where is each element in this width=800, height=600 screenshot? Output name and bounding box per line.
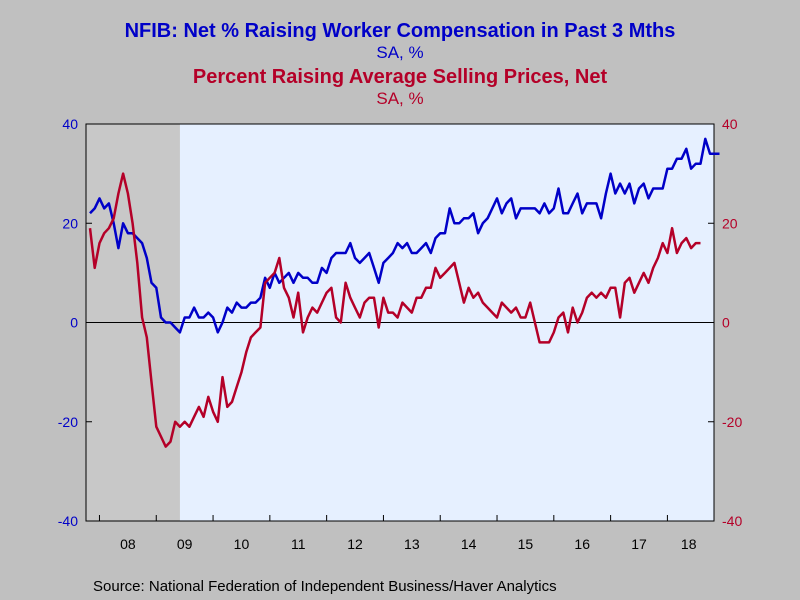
right-tick-label: 40 [722, 116, 738, 132]
x-tick-label: 14 [461, 536, 477, 552]
x-tick-label: 08 [120, 536, 136, 552]
left-tick-label: 20 [62, 215, 78, 231]
x-tick-label: 13 [404, 536, 420, 552]
right-tick-label: -40 [722, 513, 742, 529]
x-tick-label: 15 [518, 536, 534, 552]
series-prices-line [88, 172, 701, 448]
source-note: Source: National Federation of Independe… [93, 578, 557, 595]
x-tick-label: 17 [631, 536, 647, 552]
left-tick-label: -20 [58, 414, 78, 430]
chart-title-1: NFIB: Net % Raising Worker Compensation … [124, 20, 676, 42]
x-tick-label: 11 [291, 536, 306, 552]
series-compensation-line [89, 137, 720, 334]
x-tick-label: 10 [234, 536, 250, 552]
left-tick-label: -40 [58, 513, 78, 529]
right-tick-label: -20 [722, 414, 742, 430]
x-tick-label: 09 [177, 536, 193, 552]
left-tick-label: 40 [62, 116, 78, 132]
x-tick-label: 18 [681, 536, 697, 552]
chart-subtitle-1: SA, % [376, 43, 424, 62]
chart-subtitle-2: SA, % [376, 89, 424, 108]
left-tick-label: 0 [70, 315, 78, 331]
right-tick-label: 20 [722, 215, 738, 231]
x-tick-label: 12 [347, 536, 363, 552]
x-tick-label: 16 [574, 536, 590, 552]
chart-title-2: Percent Raising Average Selling Prices, … [192, 66, 608, 88]
right-tick-label: 0 [722, 315, 730, 331]
